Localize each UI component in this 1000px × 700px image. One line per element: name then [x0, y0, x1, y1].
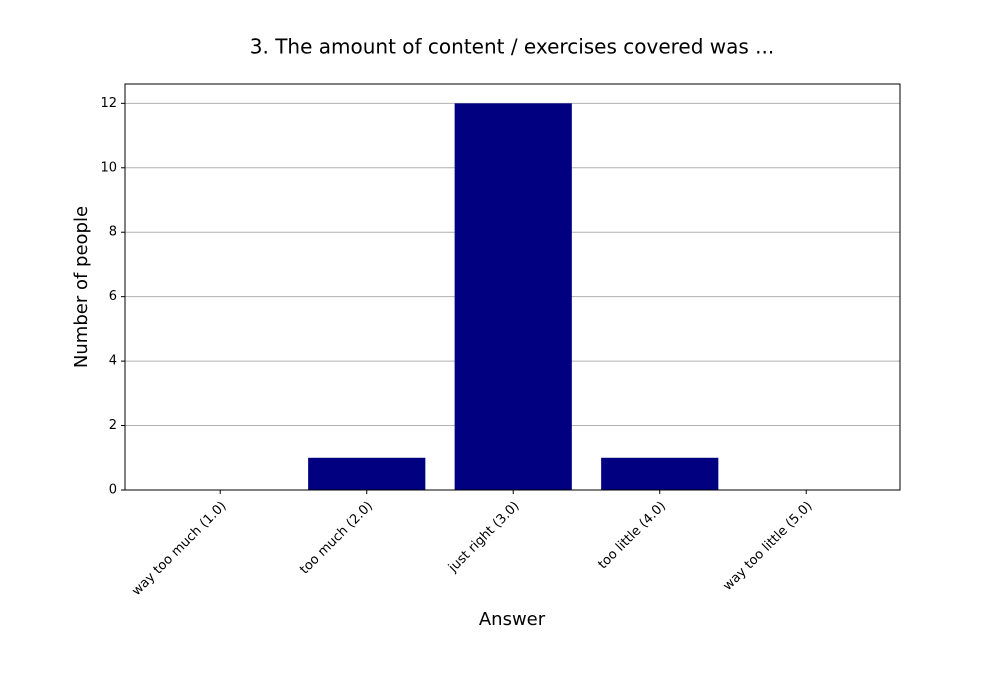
- y-tick-label: 12: [100, 96, 117, 111]
- bar: [601, 457, 719, 490]
- chart-title: 3. The amount of content / exercises cov…: [250, 35, 774, 59]
- bar: [454, 103, 572, 490]
- plot-frame: [124, 83, 901, 491]
- bar: [308, 457, 426, 490]
- y-tick-label: 4: [109, 354, 117, 369]
- x-axis-label: Answer: [479, 609, 546, 630]
- y-axis-label: Number of people: [71, 206, 92, 368]
- y-tick-label: 8: [109, 225, 117, 240]
- y-tick-label: 6: [109, 289, 117, 304]
- y-tick-label: 10: [100, 160, 117, 175]
- y-tick-label: 2: [109, 418, 117, 433]
- y-tick-label: 0: [109, 483, 117, 498]
